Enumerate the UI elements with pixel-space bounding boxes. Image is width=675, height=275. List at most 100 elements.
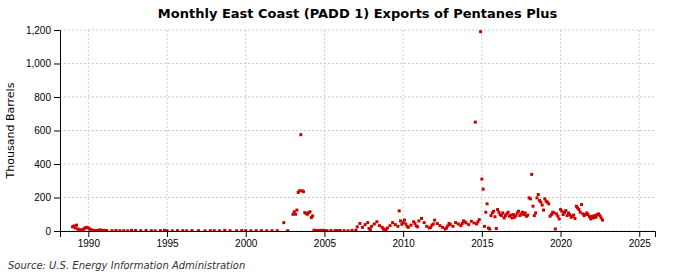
tick-mark [54, 131, 60, 132]
point [432, 222, 435, 225]
point [438, 224, 441, 227]
point [166, 229, 169, 231]
point [493, 215, 496, 218]
point [465, 221, 468, 224]
point [171, 229, 174, 231]
point [209, 229, 212, 231]
point [330, 229, 333, 231]
point [533, 214, 536, 217]
point [358, 222, 361, 225]
x-grid-line [403, 30, 404, 231]
axis-line [61, 232, 656, 238]
tick-label: 1990 [78, 238, 101, 249]
point [336, 229, 339, 231]
tick-mark [403, 231, 404, 237]
tick-mark [324, 231, 325, 237]
point [558, 217, 561, 220]
tick: 1,000 [26, 58, 60, 69]
point [323, 229, 326, 231]
point [511, 216, 514, 219]
point [343, 229, 346, 231]
x-grid-line [167, 30, 168, 231]
tick-mark [561, 231, 562, 237]
point [295, 209, 298, 212]
point [472, 221, 475, 224]
point [350, 229, 353, 231]
tick-mark [54, 64, 60, 65]
tick-label: 2000 [235, 238, 258, 249]
point [130, 229, 133, 231]
point [483, 225, 486, 228]
point [229, 229, 232, 231]
point [370, 225, 373, 228]
tick-label: 800 [34, 92, 51, 103]
tick-label: 2020 [550, 238, 573, 249]
point [218, 229, 221, 231]
point [486, 202, 489, 205]
point [526, 214, 529, 217]
tick-mark [167, 231, 168, 237]
axis-line [54, 31, 61, 232]
point [454, 221, 457, 224]
point [134, 229, 137, 231]
point [235, 229, 238, 231]
point [554, 227, 557, 230]
point [240, 229, 243, 231]
tick: 2010 [393, 231, 416, 249]
tick-mark [54, 198, 60, 199]
grid [60, 30, 655, 231]
x-grid-line [639, 30, 640, 231]
point [492, 210, 495, 213]
tick-label: 2015 [471, 238, 494, 249]
point [449, 223, 452, 226]
point [509, 214, 512, 217]
point [594, 216, 597, 219]
y-grid-line [60, 97, 655, 98]
tick-mark [482, 231, 483, 237]
chart: 1990199520002005201020152020202502004006… [0, 0, 675, 275]
tick-label: 2005 [314, 238, 337, 249]
point [573, 217, 576, 220]
point [484, 211, 487, 214]
point [490, 214, 493, 217]
tick-mark [639, 231, 640, 237]
point [530, 173, 533, 176]
point [529, 197, 532, 200]
point [223, 229, 226, 231]
point [373, 222, 376, 225]
point [286, 229, 289, 231]
point [398, 209, 401, 212]
tick: 1990 [78, 231, 101, 249]
x-grid-line [88, 30, 89, 231]
point [495, 227, 498, 230]
point [103, 229, 106, 231]
point [433, 219, 436, 222]
point [560, 210, 563, 213]
point [75, 224, 78, 227]
tick: 600 [34, 125, 60, 136]
point [416, 225, 419, 228]
point [299, 133, 302, 136]
tick-label: 600 [34, 125, 51, 136]
point [420, 217, 423, 220]
point [282, 221, 285, 224]
tick: 2015 [471, 231, 494, 249]
tick-label: 400 [34, 159, 51, 170]
tick: 200 [34, 192, 60, 203]
x-grid-line [481, 30, 482, 231]
tick-label: 0 [45, 226, 51, 237]
tick-label: 1995 [156, 238, 179, 249]
point [255, 229, 258, 231]
point [309, 210, 312, 213]
point [537, 193, 540, 196]
point [534, 211, 537, 214]
point [478, 218, 481, 221]
point [354, 229, 357, 231]
point [488, 227, 491, 230]
y-axis: 02004006008001,0001,200 [26, 25, 61, 237]
point [378, 224, 381, 227]
point [500, 214, 503, 217]
point [333, 229, 336, 231]
point [566, 214, 569, 217]
point [532, 205, 535, 208]
